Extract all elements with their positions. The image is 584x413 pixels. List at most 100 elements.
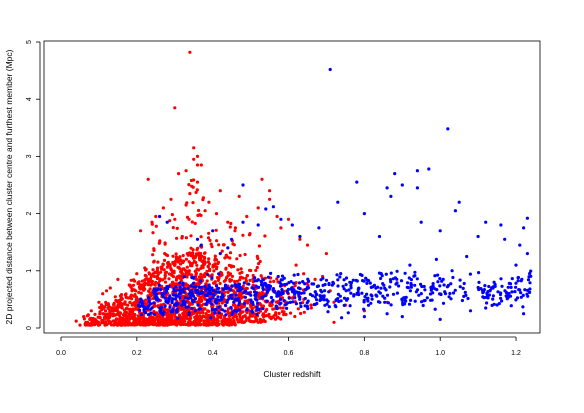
data-point-red — [128, 312, 132, 316]
data-point-blue — [279, 278, 283, 282]
data-point-blue — [269, 271, 273, 275]
data-point-red — [112, 303, 116, 307]
data-point-red — [175, 275, 179, 279]
data-point-blue — [342, 278, 346, 282]
data-point-blue — [182, 287, 187, 291]
data-point-blue — [178, 281, 182, 285]
data-point-red — [195, 154, 200, 158]
data-point-red — [132, 301, 136, 305]
data-point-blue — [255, 305, 259, 309]
data-point-red — [208, 238, 212, 242]
data-point-red — [202, 319, 206, 323]
data-point-blue — [264, 207, 268, 211]
data-point-red — [204, 312, 208, 316]
data-point-blue — [362, 212, 366, 216]
data-point-red — [201, 198, 205, 202]
data-point-blue — [409, 278, 413, 282]
data-point-red — [184, 309, 188, 313]
data-point-red — [137, 318, 142, 323]
data-point-red — [160, 315, 164, 319]
data-point-red — [100, 308, 104, 312]
data-point-blue — [349, 283, 353, 288]
data-point-red — [302, 272, 306, 276]
data-point-red — [161, 262, 165, 266]
data-point-blue — [365, 297, 369, 301]
data-point-red — [213, 280, 217, 284]
data-point-blue — [525, 216, 530, 220]
data-point-red — [171, 226, 175, 230]
data-point-blue — [303, 282, 307, 286]
data-point-blue — [438, 284, 442, 288]
data-point-blue — [220, 292, 224, 296]
data-point-red — [188, 192, 192, 196]
data-point-red — [274, 311, 278, 315]
data-point-blue — [186, 296, 191, 300]
data-point-red — [234, 315, 238, 319]
data-point-red — [173, 318, 177, 323]
data-point-blue — [384, 272, 388, 276]
data-point-red — [163, 321, 167, 325]
data-point-blue — [433, 274, 437, 278]
data-point-blue — [344, 276, 349, 280]
data-point-blue — [490, 286, 494, 290]
data-point-red — [149, 274, 154, 278]
data-point-blue — [312, 302, 316, 307]
data-point-red — [255, 265, 259, 270]
data-point-red — [114, 317, 118, 321]
data-point-blue — [201, 291, 205, 295]
data-point-red — [215, 276, 220, 280]
data-point-blue — [282, 299, 286, 303]
data-point-red — [151, 231, 155, 235]
data-point-red — [235, 279, 239, 283]
data-point-blue — [483, 284, 487, 288]
data-point-blue — [344, 283, 348, 287]
data-point-red — [194, 318, 198, 322]
data-point-red — [206, 316, 210, 320]
data-point-blue — [461, 286, 465, 290]
data-point-blue — [476, 285, 480, 290]
data-point-blue — [346, 297, 350, 301]
data-point-blue — [145, 307, 149, 311]
data-point-blue — [280, 288, 284, 292]
data-point-red — [193, 323, 197, 327]
data-point-blue — [280, 274, 285, 278]
data-point-blue — [287, 281, 291, 285]
data-point-blue — [321, 283, 325, 287]
data-point-red — [185, 269, 189, 273]
data-point-blue — [520, 277, 524, 281]
data-point-blue — [253, 276, 257, 280]
data-point-blue — [199, 279, 203, 283]
data-point-blue — [250, 310, 255, 314]
data-point-blue — [237, 300, 241, 304]
data-point-red — [279, 226, 283, 230]
data-point-red — [199, 317, 203, 321]
data-point-blue — [328, 67, 332, 72]
data-point-red — [207, 309, 211, 313]
data-point-blue — [182, 302, 186, 306]
data-point-red — [159, 270, 163, 274]
data-point-red — [273, 307, 277, 311]
data-point-red — [222, 290, 227, 294]
data-point-blue — [415, 186, 419, 190]
data-point-blue — [249, 293, 253, 297]
data-point-red — [186, 283, 190, 287]
data-point-red — [155, 266, 160, 270]
data-point-red — [192, 259, 196, 263]
data-point-red — [207, 257, 211, 261]
data-point-blue — [146, 296, 150, 300]
data-point-red — [201, 314, 205, 318]
data-point-blue — [379, 286, 383, 290]
data-point-blue — [217, 311, 221, 315]
data-point-blue — [210, 302, 214, 306]
data-point-red — [231, 242, 235, 246]
data-point-blue — [299, 291, 304, 295]
data-point-red — [156, 260, 160, 264]
data-point-blue — [477, 280, 481, 284]
data-point-blue — [245, 308, 249, 312]
data-point-red — [206, 236, 211, 240]
data-point-red — [238, 319, 243, 323]
data-point-red — [204, 315, 208, 319]
data-point-blue — [378, 291, 382, 295]
data-point-blue — [190, 306, 194, 311]
data-point-red — [313, 277, 317, 281]
